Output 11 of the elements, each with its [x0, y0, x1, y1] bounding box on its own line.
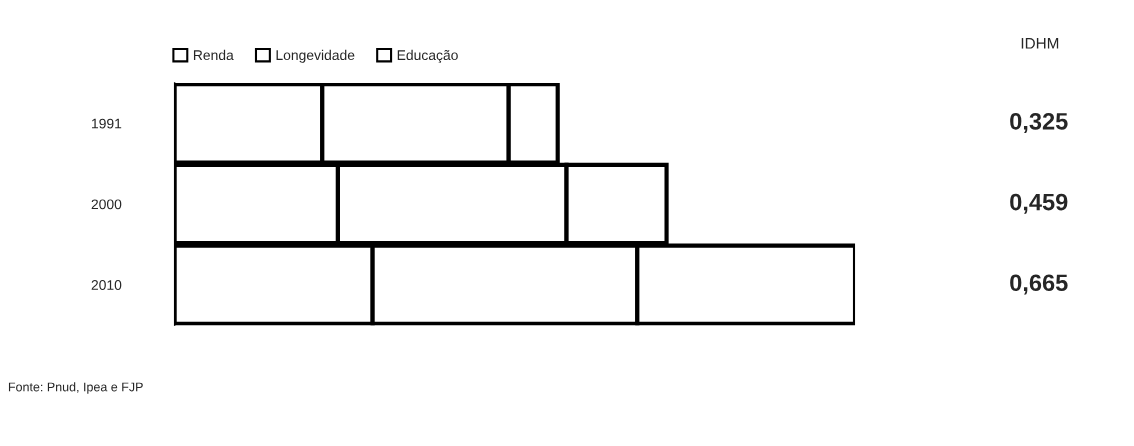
text: 0,459 — [1010, 193, 1068, 214]
y-tick-label: 2010 — [91, 280, 122, 290]
text: 0,325 — [1010, 112, 1068, 134]
text: 0,665 — [1010, 274, 1068, 295]
y-tick-label: 1991 — [92, 118, 122, 129]
legend-label: Renda — [193, 49, 234, 61]
legend-label: Educação — [397, 49, 458, 63]
y-tick-label: 2000 — [91, 199, 122, 210]
text: IDHM — [1021, 38, 1059, 49]
source-note: Fonte: Pnud, Ipea e FJP — [8, 382, 143, 394]
legend-label: Longevidade — [276, 49, 355, 63]
